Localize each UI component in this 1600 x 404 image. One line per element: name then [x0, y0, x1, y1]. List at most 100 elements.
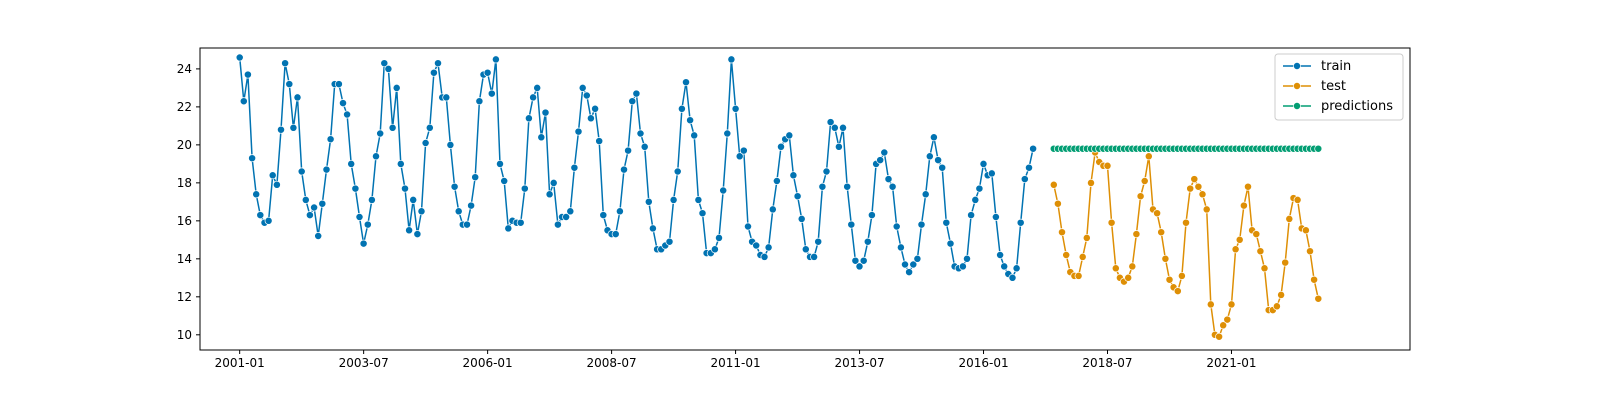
data-point	[376, 129, 385, 138]
data-point	[529, 93, 538, 102]
data-point	[1016, 218, 1025, 227]
data-point	[801, 245, 810, 254]
data-point	[1306, 247, 1314, 256]
data-point	[471, 173, 480, 182]
data-point	[863, 237, 872, 246]
data-point	[264, 216, 273, 225]
y-tick-label: 18	[177, 176, 192, 190]
data-point	[620, 165, 628, 174]
data-point	[731, 104, 740, 113]
data-point	[843, 182, 852, 191]
data-point	[1173, 287, 1182, 296]
y-tick-label: 20	[177, 138, 192, 152]
data-point	[504, 224, 513, 233]
data-point	[934, 156, 943, 165]
x-tick-label: 2013-07	[834, 356, 884, 370]
data-point	[1074, 271, 1083, 280]
data-point	[880, 148, 889, 157]
data-point	[1078, 252, 1087, 261]
data-point	[834, 142, 843, 151]
data-point	[764, 243, 773, 252]
legend-label: predictions	[1321, 99, 1393, 114]
data-point	[1186, 184, 1195, 193]
data-point	[719, 186, 728, 195]
data-point	[239, 97, 248, 106]
data-point	[367, 195, 376, 204]
data-point	[752, 241, 761, 250]
data-point	[578, 83, 587, 92]
data-point	[830, 123, 839, 132]
y-tick-label: 12	[177, 290, 192, 304]
data-point	[624, 146, 633, 155]
data-point	[996, 251, 1005, 259]
data-point	[1020, 175, 1029, 184]
data-point	[826, 118, 835, 127]
x-tick-label: 2021-01	[1206, 356, 1256, 370]
data-point	[392, 83, 401, 92]
data-point	[293, 93, 302, 102]
data-point	[1219, 321, 1228, 330]
data-point	[549, 178, 558, 187]
data-point	[359, 239, 368, 248]
data-point	[425, 123, 434, 132]
data-point	[1049, 180, 1058, 189]
data-point	[318, 199, 327, 208]
data-point	[401, 184, 409, 193]
data-point	[1194, 182, 1203, 191]
data-point	[500, 177, 509, 185]
y-tick-label: 22	[177, 100, 192, 114]
data-point	[314, 232, 323, 240]
x-tick-label: 2001-01	[215, 356, 265, 370]
data-point	[322, 165, 331, 174]
data-point	[686, 116, 695, 125]
data-point	[946, 239, 955, 248]
data-point	[1107, 218, 1116, 227]
data-point	[847, 220, 856, 229]
data-point	[1082, 233, 1091, 242]
data-point	[991, 213, 1000, 221]
data-point	[396, 159, 405, 168]
data-point	[1244, 182, 1252, 191]
data-point	[677, 104, 686, 113]
data-point	[1136, 192, 1145, 201]
data-point	[1103, 161, 1112, 170]
data-point	[541, 108, 550, 117]
data-point	[1293, 195, 1302, 204]
data-point	[1058, 228, 1066, 237]
data-point	[611, 230, 620, 239]
data-point	[363, 220, 372, 229]
data-point	[289, 123, 298, 132]
data-point	[727, 55, 736, 64]
data-point	[380, 59, 389, 68]
data-point	[1161, 254, 1170, 263]
data-point	[467, 201, 476, 210]
series-predictions	[1049, 144, 1323, 153]
legend-marker	[1293, 102, 1301, 110]
data-point	[1029, 144, 1038, 153]
data-point	[496, 159, 504, 168]
data-point	[1025, 163, 1033, 172]
data-point	[971, 195, 980, 204]
data-point	[1182, 218, 1190, 227]
data-point	[822, 167, 831, 176]
data-point	[839, 123, 847, 132]
data-point	[967, 211, 976, 220]
data-point	[1256, 247, 1265, 256]
y-tick-label: 24	[177, 62, 192, 76]
data-point	[925, 152, 934, 161]
y-tick-label: 10	[177, 328, 192, 342]
data-point	[896, 243, 905, 252]
data-point	[1198, 190, 1207, 199]
data-point	[1235, 235, 1244, 244]
data-point	[690, 131, 699, 140]
data-point	[615, 207, 624, 216]
data-point	[1285, 214, 1294, 223]
data-point	[785, 131, 794, 140]
data-point	[516, 218, 525, 227]
data-point	[1053, 199, 1062, 208]
data-point	[694, 195, 703, 204]
data-point	[1124, 273, 1133, 282]
data-point	[901, 260, 909, 269]
data-point	[256, 211, 265, 220]
